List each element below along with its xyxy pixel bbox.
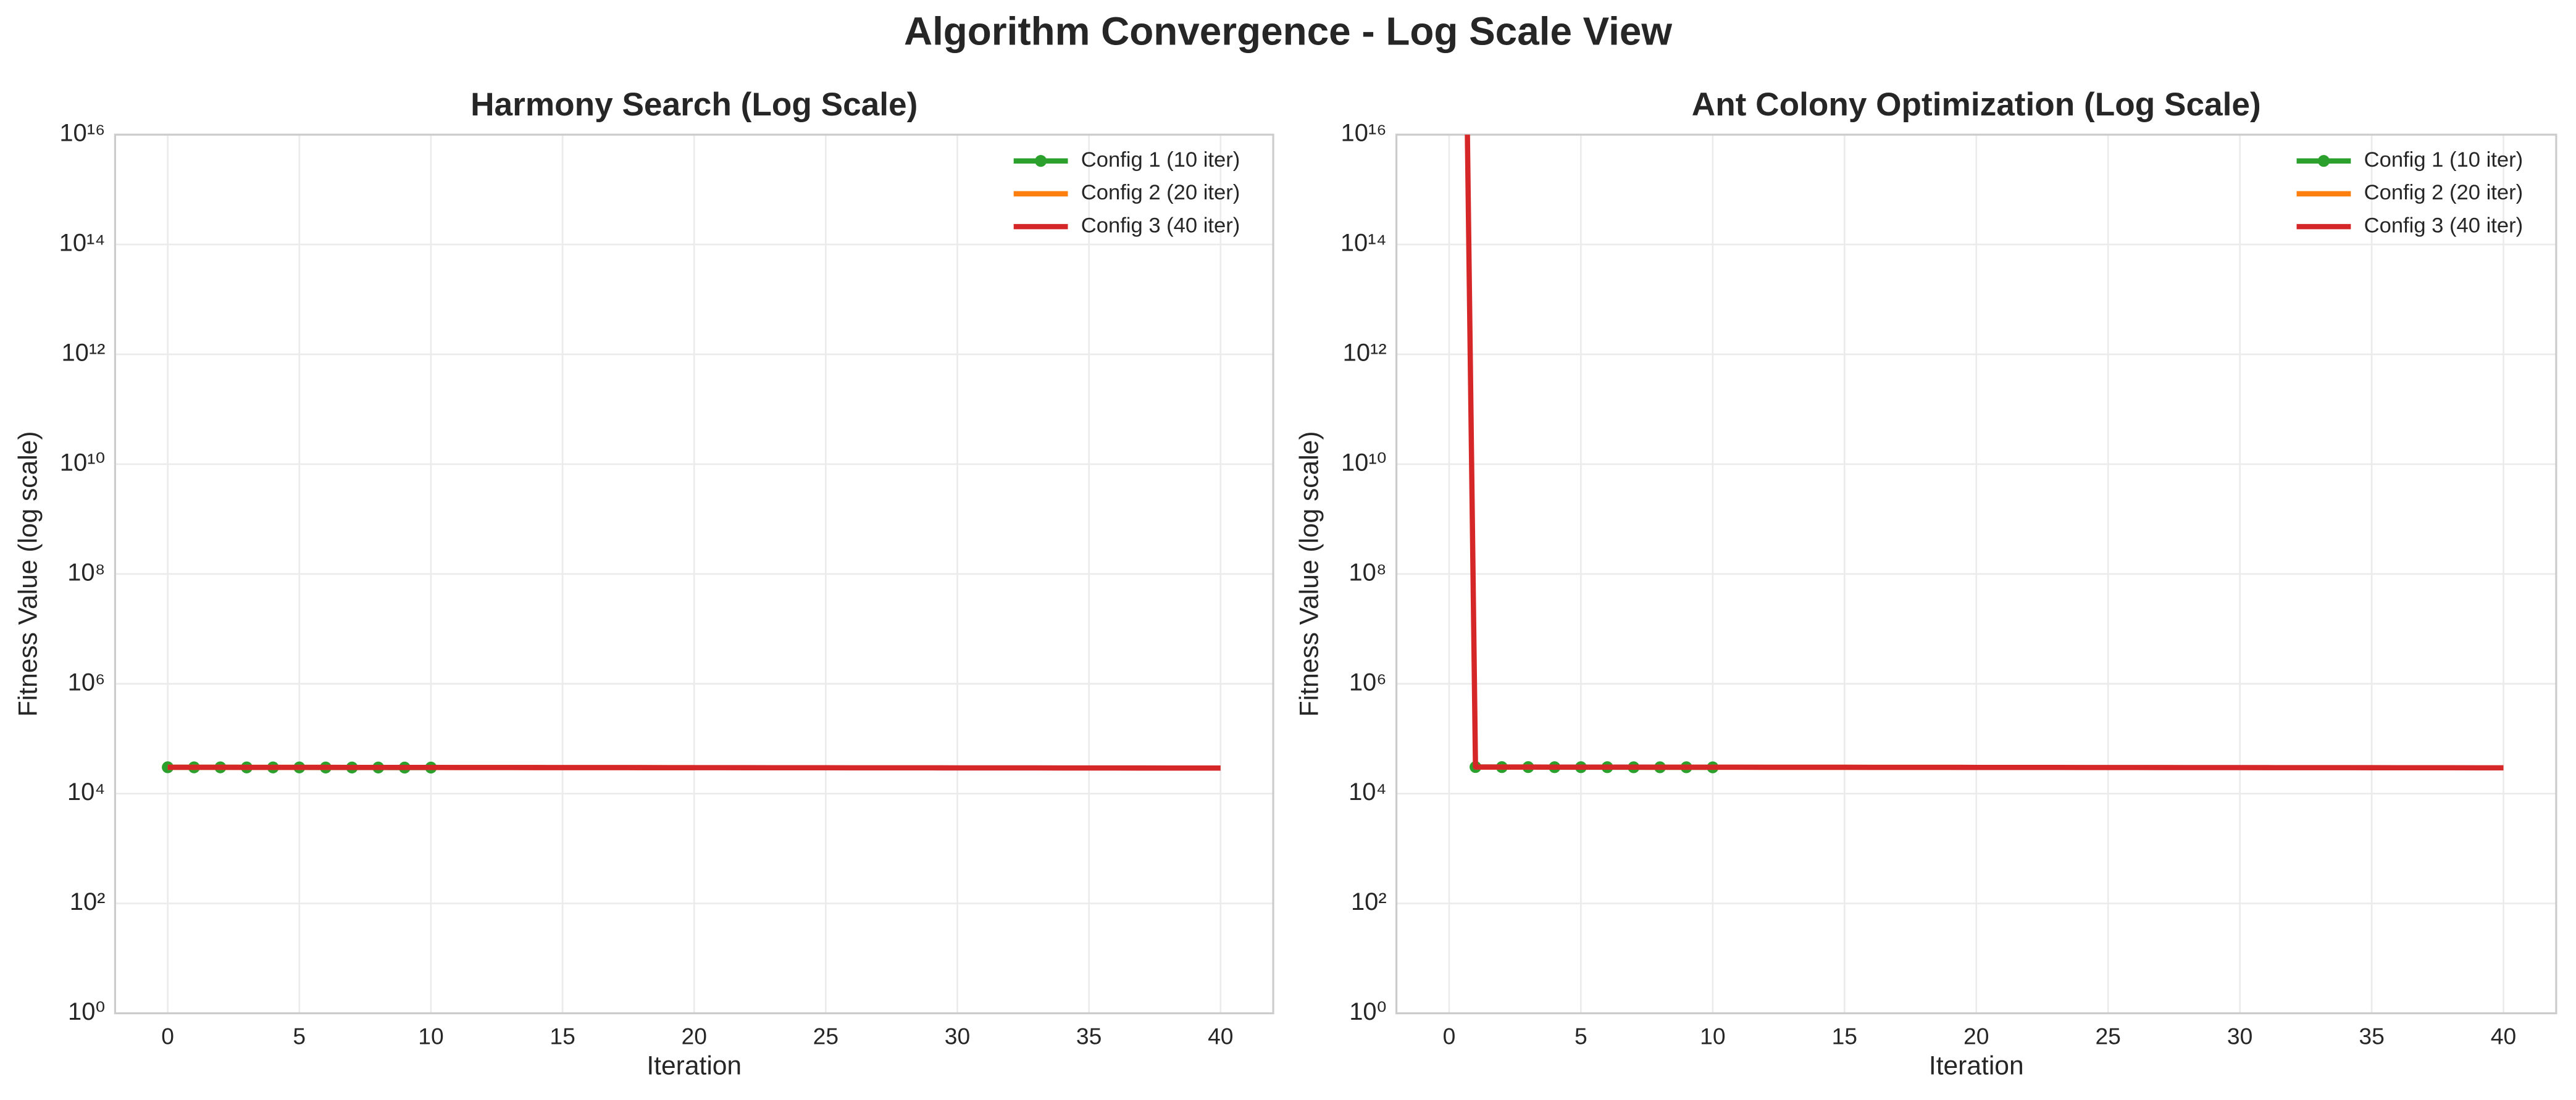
x-tick-label: 40 — [1208, 1023, 1233, 1049]
x-tick-label: 30 — [2227, 1023, 2252, 1049]
y-tick-label: 10¹⁰ — [1341, 449, 1387, 476]
x-tick-label: 20 — [682, 1023, 707, 1049]
y-tick-label: 10⁸ — [67, 559, 105, 586]
chart-title: Ant Colony Optimization (Log Scale) — [1692, 86, 2261, 123]
line — [1465, 135, 2504, 771]
legend-label: Config 2 (20 iter) — [2364, 181, 2524, 204]
y-tick-label: 10¹⁶ — [1341, 120, 1387, 147]
y-axis-label: Fitness Value (log scale) — [13, 431, 43, 717]
plot-frame — [114, 133, 1274, 1015]
legend-marker — [1035, 155, 1047, 167]
legend-label: Config 1 (10 iter) — [1081, 148, 1240, 172]
x-tick-label: 10 — [418, 1023, 443, 1049]
y-tick-label: 10² — [70, 888, 106, 915]
x-tick-label: 20 — [1963, 1023, 1989, 1049]
x-tick-label: 25 — [2095, 1023, 2120, 1049]
x-axis-label: Iteration — [646, 1051, 742, 1081]
legend-label: Config 3 (40 iter) — [1081, 214, 1240, 237]
x-tick-label: 25 — [813, 1023, 838, 1049]
y-tick-label: 10⁶ — [1349, 669, 1387, 696]
legend-label: Config 2 (20 iter) — [1081, 181, 1240, 204]
y-tick-label: 10¹⁴ — [59, 230, 106, 257]
x-tick-label: 0 — [1443, 1023, 1456, 1049]
y-tick-label: 10⁶ — [68, 669, 106, 696]
x-tick-label: 15 — [1832, 1023, 1857, 1049]
legend-label: Config 1 (10 iter) — [2364, 148, 2524, 172]
x-tick-label: 5 — [1574, 1023, 1587, 1049]
y-axis-label: Fitness Value (log scale) — [1294, 431, 1324, 717]
x-tick-label: 15 — [550, 1023, 575, 1049]
plot-frame — [1395, 133, 2557, 1015]
y-tick-label: 10¹⁰ — [60, 449, 106, 476]
figure-title: Algorithm Convergence - Log Scale View — [904, 9, 1672, 54]
legend-marker — [2317, 155, 2330, 167]
y-tick-label: 10⁰ — [68, 998, 105, 1025]
x-tick-label: 10 — [1700, 1023, 1725, 1049]
x-axis-label: Iteration — [1929, 1051, 2024, 1081]
x-tick-label: 35 — [1076, 1023, 1102, 1049]
chart-title: Harmony Search (Log Scale) — [470, 86, 918, 123]
y-tick-label: 10⁸ — [1349, 559, 1386, 586]
y-tick-label: 10¹⁶ — [59, 120, 105, 147]
marker — [162, 761, 174, 773]
y-tick-label: 10⁰ — [1349, 998, 1386, 1025]
x-tick-label: 35 — [2359, 1023, 2384, 1049]
x-tick-label: 30 — [945, 1023, 970, 1049]
y-tick-label: 10⁴ — [67, 778, 106, 806]
y-tick-label: 10¹² — [61, 340, 105, 367]
y-tick-label: 10² — [1351, 888, 1387, 915]
y-tick-label: 10⁴ — [1349, 778, 1387, 806]
x-tick-label: 5 — [293, 1023, 306, 1049]
legend-label: Config 3 (40 iter) — [2364, 214, 2524, 237]
x-tick-label: 0 — [161, 1023, 174, 1049]
line — [167, 764, 1221, 771]
y-tick-label: 10¹² — [1343, 340, 1387, 367]
y-tick-label: 10¹⁴ — [1340, 230, 1387, 257]
x-tick-label: 40 — [2491, 1023, 2516, 1049]
